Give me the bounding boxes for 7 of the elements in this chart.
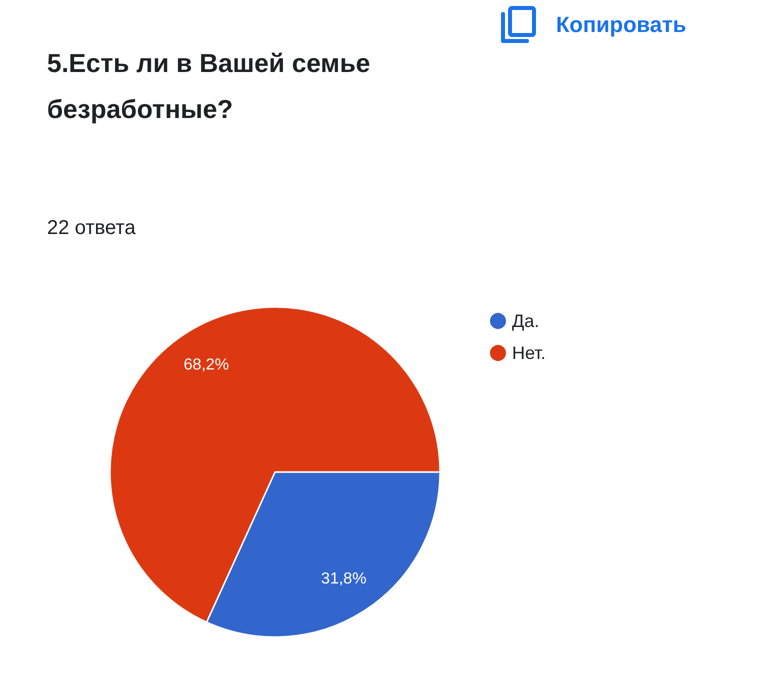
text: Копировать [556,12,686,38]
legend-label: Да. [512,311,540,331]
data-label: 31,8% [321,570,366,588]
chart-subtitle: 22 ответа [47,217,136,240]
chart-title: 5.Есть ли в Вашей семье безработные? [47,47,372,126]
legend-label: Нет. [512,343,546,363]
data-label: 68,2% [184,356,229,374]
